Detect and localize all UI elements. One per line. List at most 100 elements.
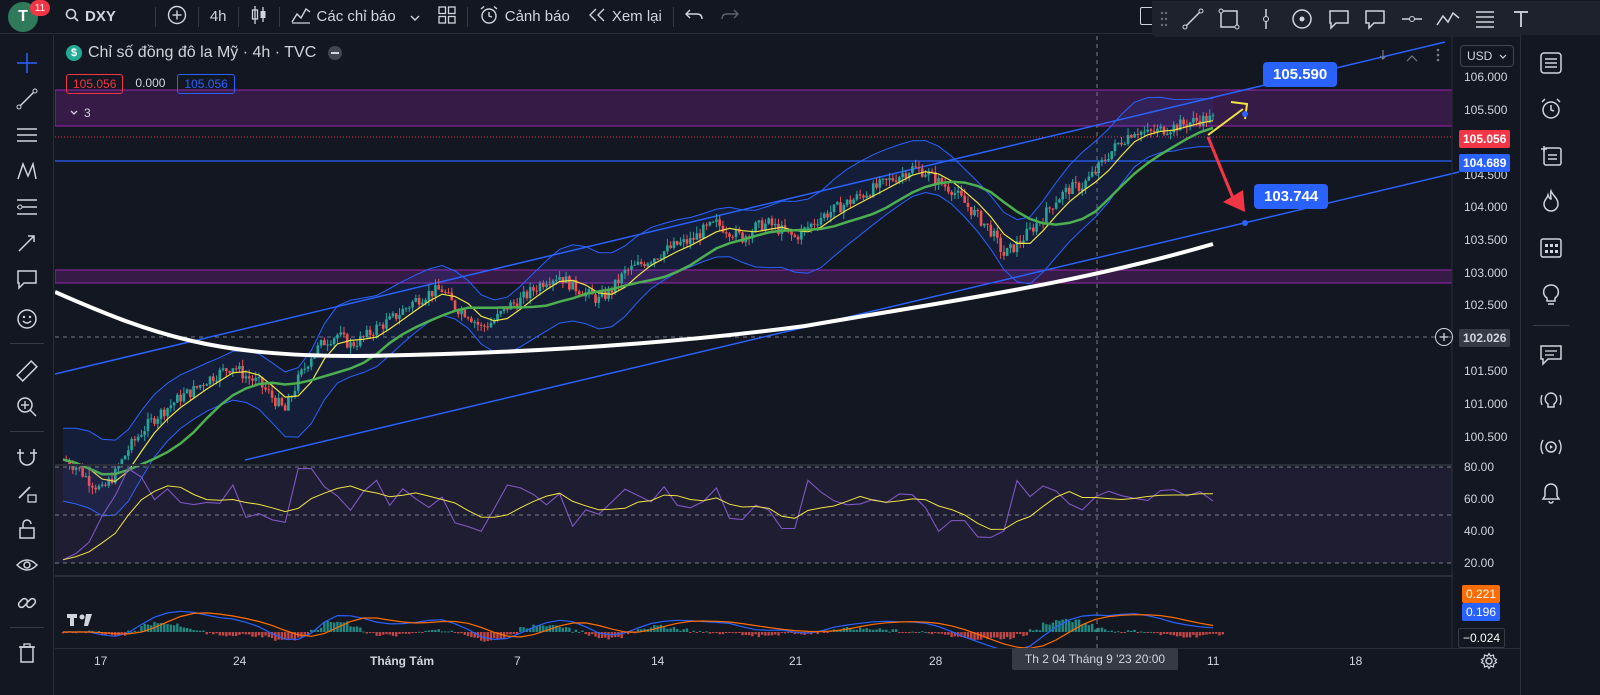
- comment-icon[interactable]: [1359, 3, 1391, 35]
- crosshair-icon[interactable]: [11, 47, 43, 79]
- macd-histogram-bar: [234, 632, 238, 637]
- candle: [862, 195, 865, 198]
- candle: [221, 368, 225, 370]
- draw-lock-icon[interactable]: [11, 477, 43, 509]
- candle: [479, 324, 483, 326]
- candle: [316, 345, 320, 355]
- calendar-icon[interactable]: [1535, 231, 1567, 263]
- pane-more-icon[interactable]: [1436, 48, 1440, 62]
- candle: [718, 219, 721, 226]
- chart-pane[interactable]: [55, 36, 1519, 648]
- candle: [947, 186, 950, 192]
- interval-button[interactable]: 4h: [201, 0, 236, 34]
- lock-icon[interactable]: [11, 513, 43, 545]
- symbol-search-button[interactable]: DXY: [56, 0, 125, 34]
- horizontal-ray-icon[interactable]: [1396, 3, 1428, 35]
- link-icon[interactable]: [11, 587, 43, 619]
- note-tool-icon[interactable]: [11, 263, 43, 295]
- indicators-button[interactable]: Các chỉ báo: [282, 0, 429, 34]
- projection-up-line[interactable]: [1207, 108, 1244, 136]
- magnet-icon[interactable]: [11, 441, 43, 473]
- macd-histogram-bar: [1175, 632, 1179, 637]
- macd-histogram-bar: [261, 632, 264, 638]
- vertical-line-icon[interactable]: [1250, 3, 1282, 35]
- candle: [234, 368, 238, 370]
- zoom-in-icon[interactable]: [11, 391, 43, 423]
- target-up-callout[interactable]: 105.590: [1263, 62, 1338, 87]
- channel-tool-icon[interactable]: [11, 119, 43, 151]
- broadcast-bulb-icon[interactable]: [1535, 385, 1567, 417]
- buy-price[interactable]: 105.056: [177, 74, 235, 94]
- candle: [757, 220, 761, 223]
- macd-histogram-bar: [731, 632, 734, 633]
- price-chart[interactable]: [55, 36, 1519, 648]
- ideas-bulb-icon[interactable]: [1535, 279, 1567, 311]
- undo-button[interactable]: [676, 0, 712, 34]
- notifications-bell-icon[interactable]: [1535, 477, 1567, 509]
- time-tick: 21: [789, 654, 803, 668]
- pattern-tool-icon[interactable]: [11, 155, 43, 187]
- text-icon[interactable]: [1505, 3, 1537, 35]
- add-list-icon[interactable]: [1535, 139, 1567, 171]
- macd-histogram-bar: [1051, 622, 1055, 632]
- hotlists-fire-icon[interactable]: [1535, 185, 1567, 217]
- macd-histogram-bar: [1107, 631, 1110, 633]
- redo-button[interactable]: [712, 0, 748, 34]
- streams-play-icon[interactable]: [1535, 431, 1567, 463]
- path-icon[interactable]: [1432, 3, 1464, 35]
- brush-tool-icon[interactable]: [11, 227, 43, 259]
- macd-histogram-bar: [976, 632, 979, 640]
- currency-select[interactable]: USD: [1460, 45, 1514, 67]
- candle: [375, 324, 378, 336]
- resistance-zone[interactable]: [55, 89, 1453, 127]
- chart-type-button[interactable]: [241, 0, 277, 34]
- macd-histogram-bar: [581, 630, 584, 632]
- trend-line-icon[interactable]: [1177, 3, 1209, 35]
- candle: [211, 376, 215, 382]
- add-alert-plus-icon[interactable]: [1435, 328, 1453, 346]
- rectangle-icon[interactable]: [1213, 3, 1245, 35]
- watchlist-icon[interactable]: [1535, 47, 1567, 79]
- macd-histogram-bar: [1009, 632, 1012, 640]
- compare-button[interactable]: [158, 0, 196, 34]
- ruler-icon[interactable]: [11, 355, 43, 387]
- emoji-icon[interactable]: [11, 303, 43, 335]
- sell-price[interactable]: 105.056: [66, 74, 124, 94]
- macd-histogram-bar: [1221, 632, 1225, 635]
- target-down-callout[interactable]: 103.744: [1254, 184, 1329, 209]
- replay-button[interactable]: Xem lại: [579, 0, 671, 34]
- pane-arrow-down-icon[interactable]: [1378, 48, 1388, 60]
- settings-gear-icon[interactable]: [1480, 652, 1498, 670]
- macd-histogram-bar: [780, 632, 783, 633]
- projection-down-line[interactable]: [1206, 136, 1237, 204]
- templates-button[interactable]: [429, 0, 465, 34]
- fib-icon[interactable]: [1469, 3, 1501, 35]
- macd-histogram-bar: [1126, 630, 1130, 632]
- channel-upper-line[interactable]: [55, 41, 1446, 375]
- line-tool-icon[interactable]: [11, 83, 43, 115]
- indicators-collapse-button[interactable]: 3: [66, 103, 100, 123]
- time-axis[interactable]: [55, 648, 1520, 695]
- macd-histogram-bar: [205, 632, 208, 635]
- eye-icon[interactable]: [11, 549, 43, 581]
- more-options-icon[interactable]: [328, 46, 343, 60]
- macd-histogram-bar: [783, 632, 787, 634]
- alerts-clock-icon[interactable]: [1535, 93, 1567, 125]
- target-icon[interactable]: [1286, 3, 1318, 35]
- candle: [1113, 143, 1117, 152]
- pane-collapse-icon[interactable]: [1405, 50, 1419, 62]
- support-zone[interactable]: [55, 269, 1453, 284]
- macd-histogram-bar: [992, 632, 996, 638]
- candle: [574, 279, 578, 292]
- symbol-legend[interactable]: $ Chỉ số đồng đô la Mỹ · 4h · TVC: [66, 44, 343, 62]
- fib-tool-icon[interactable]: [11, 191, 43, 223]
- candle: [127, 450, 130, 456]
- macd-histogram-bar: [411, 632, 414, 634]
- trash-icon[interactable]: [11, 637, 43, 669]
- macd-histogram-bar: [1117, 631, 1120, 633]
- alert-button[interactable]: Cảnh báo: [470, 0, 579, 34]
- callout-icon[interactable]: [1323, 3, 1355, 35]
- candle: [254, 377, 258, 381]
- drag-handle-icon[interactable]: [1156, 3, 1172, 35]
- chat-icon[interactable]: [1535, 339, 1567, 371]
